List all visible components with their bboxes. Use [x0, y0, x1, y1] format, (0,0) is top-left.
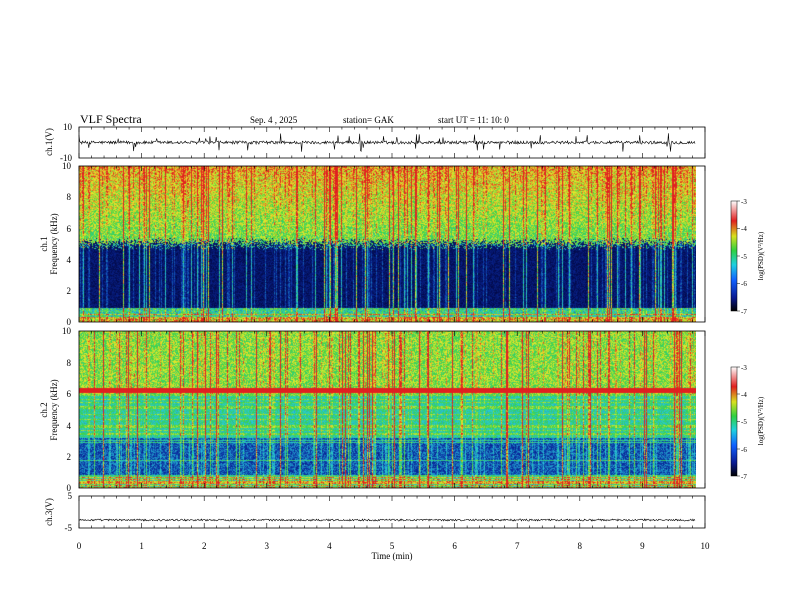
ch2-cb-tick-m6: -6	[741, 446, 747, 454]
ch1-colorbar-gradient	[730, 200, 738, 312]
ch1-colorbar: -3 -4 -5 -6 -7 log(PSD)(V²/Hz)	[730, 198, 765, 316]
spectrogram-raster	[79, 331, 696, 488]
station-label: station= GAK	[343, 115, 394, 125]
ch1-waveform-panel: 10 -10 ch.1(V)	[44, 122, 706, 163]
figure-title: VLF Spectra	[80, 112, 142, 126]
ch2-spectrogram-panel: 0 2 4 6 8 10 ch.2 Frequency (kHz)	[39, 326, 706, 493]
ch1-waveform-ylabel: ch.1(V)	[44, 128, 54, 156]
ch1-spectrogram-ylabel-line2: Frequency (kHz)	[49, 213, 59, 274]
ch1-spectrogram-yticks: 0 2 4 6 8 10	[62, 161, 72, 327]
ch1-spectrogram-panel: 0 2 4 6 8 10 ch.1 Frequency (kHz)	[39, 161, 706, 327]
ch2-ytick-0: 0	[67, 483, 72, 493]
xtick-10: 10	[701, 541, 711, 551]
xtick-0: 0	[77, 541, 82, 551]
ch3-waveform-ylabel: ch.3(V)	[44, 498, 54, 526]
ch3-waveform-panel: 5 -5 ch.3(V)	[44, 491, 706, 533]
ch1-cb-tick-m3: -3	[741, 198, 747, 206]
xtick-4: 4	[327, 541, 332, 551]
ch2-colorbar-label: log(PSD)(V²/Hz)	[757, 396, 765, 445]
spectrogram-raster	[79, 166, 696, 322]
ch1-cb-tick-m4: -4	[741, 225, 747, 233]
ch2-cb-tick-m3: -3	[741, 364, 747, 372]
xtick-8: 8	[578, 541, 583, 551]
date-label: Sep. 4 , 2025	[250, 115, 298, 125]
xtick-1: 1	[139, 541, 144, 551]
ch1-cb-tick-m6: -6	[741, 280, 747, 288]
ch1-ytick-2: 2	[67, 286, 72, 296]
ch2-spectrogram-ticks	[78, 331, 706, 488]
xtick-9: 9	[640, 541, 645, 551]
ch2-colorbar: -3 -4 -5 -6 -7 log(PSD)(V²/Hz)	[730, 364, 765, 481]
ch2-spectrogram-ylabel-line2: Frequency (kHz)	[49, 379, 59, 440]
ch1-spectrogram-image	[79, 166, 696, 322]
ch2-spectrogram-yticks: 0 2 4 6 8 10	[62, 326, 72, 493]
ch1-ytick-bottom: -10	[60, 153, 72, 163]
x-axis-tick-labels: 0 1 2 3 4 5 6 7 8 9 10	[77, 541, 710, 551]
ch1-ytick-top: 10	[63, 122, 73, 132]
ch1-ytick-0: 0	[67, 317, 72, 327]
ch3-ytick-top: 5	[68, 491, 73, 501]
ch3-ytick-bottom: -5	[65, 523, 73, 533]
start-time-label: start UT = 11: 10: 0	[438, 115, 509, 125]
ch2-cb-tick-m4: -4	[741, 391, 747, 399]
ch1-colorbar-label: log(PSD)(V²/Hz)	[757, 231, 765, 280]
ch1-cb-tick-m5: -5	[741, 253, 747, 261]
ch3-waveform-line	[78, 518, 696, 522]
ch1-spectrogram-ticks	[78, 166, 706, 322]
xtick-7: 7	[515, 541, 520, 551]
ch2-ytick-4: 4	[67, 421, 72, 431]
ch2-colorbar-gradient	[730, 366, 738, 477]
ch1-ytick-8: 8	[67, 192, 72, 202]
ch2-spectrogram-ylabel-line1: ch.2	[39, 402, 49, 417]
ch1-ytick-6: 6	[67, 224, 72, 234]
xtick-5: 5	[390, 541, 395, 551]
ch1-spectrogram-ylabel-line1: ch.1	[39, 236, 49, 251]
ch3-waveform-ticks	[78, 496, 706, 528]
x-axis-label: Time (min)	[372, 551, 413, 561]
ch1-waveform-ticks	[78, 127, 706, 158]
ch1-ytick-10: 10	[62, 161, 72, 171]
ch2-ytick-2: 2	[67, 452, 72, 462]
ch1-cb-tick-m7: -7	[741, 308, 747, 316]
ch2-cb-tick-m5: -5	[741, 418, 747, 426]
ch1-waveform-line	[78, 133, 696, 153]
ch1-ytick-4: 4	[67, 255, 72, 265]
ch2-spectrogram-image	[79, 331, 696, 488]
ch2-cb-tick-m7: -7	[741, 473, 747, 481]
xtick-3: 3	[265, 541, 270, 551]
xtick-2: 2	[202, 541, 207, 551]
ch2-ytick-8: 8	[67, 358, 72, 368]
ch2-ytick-6: 6	[67, 389, 72, 399]
xtick-6: 6	[452, 541, 457, 551]
ch2-ytick-10: 10	[62, 326, 72, 336]
